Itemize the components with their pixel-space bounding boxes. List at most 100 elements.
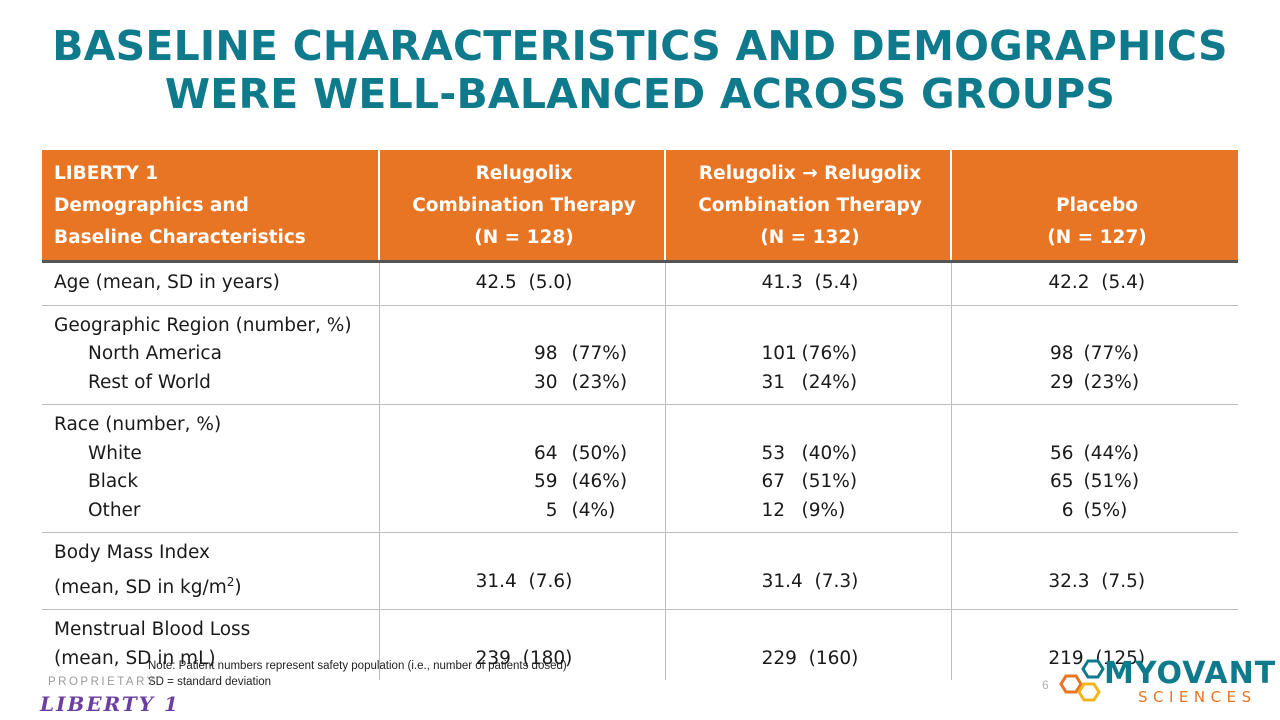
count-text: 6 <box>1061 499 1074 521</box>
hexagon-yellow-icon <box>1077 682 1101 702</box>
row-label-text: Race (number, %) <box>54 414 222 435</box>
header-text: Combination Therapy <box>698 195 922 216</box>
row-sublabel: Rest of World <box>88 371 211 393</box>
baseline-table: LIBERTY 1 Demographics and Baseline Char… <box>42 150 1238 681</box>
table-row-bmi: Body Mass Index (mean, SD in kg/m2) 31.4… <box>42 532 1238 611</box>
cell-value: 31.4 (7.6) <box>378 532 665 611</box>
header-text: Demographics and <box>54 195 249 216</box>
header-relugolix-ct: Relugolix Combination Therapy (N = 128) <box>378 150 665 262</box>
row-label: Body Mass Index (mean, SD in kg/m2) <box>42 532 379 611</box>
header-text: Baseline Characteristics <box>54 227 306 248</box>
percent-text: (51%) <box>1083 471 1140 492</box>
cell-value: 101 (76%) 31 (24%) <box>664 305 951 405</box>
table-row-region: Geographic Region (number, %) North Amer… <box>42 305 1238 405</box>
cell-value: 98 (77%) 29 (23%) <box>950 305 1238 405</box>
label-part: (mean, SD in kg/m <box>54 576 227 598</box>
percent-text: (76%) <box>801 343 858 364</box>
value-text: 219 (125) <box>1048 647 1146 669</box>
value-text: 42.2 (5.4) <box>1048 272 1146 293</box>
row-label-text: Geographic Region (number, %) <box>54 314 352 336</box>
cell-value: 56 (44%) 65 (51%) 6 (5%) <box>950 404 1238 533</box>
cell-value: 98 (77%) 30 (23%) <box>378 305 665 405</box>
count-text: 5 <box>545 499 558 521</box>
row-sublabel: White <box>88 442 142 464</box>
count-text: 12 <box>761 499 786 521</box>
count-text: 53 <box>761 442 786 464</box>
row-label: Menstrual Blood Loss (mean, SD in mL) <box>42 610 379 681</box>
myovant-logo-subtext: SCIENCES <box>1138 688 1257 706</box>
percent-text: (5%) <box>1083 499 1128 521</box>
row-sublabel: North America <box>88 343 222 364</box>
count-text: 101 <box>761 343 797 364</box>
value-text: 41.3 (5.4) <box>761 272 859 293</box>
header-text: Placebo <box>1056 195 1138 216</box>
row-label-text: Body Mass Index <box>54 542 210 563</box>
label-part: ) <box>234 576 242 598</box>
percent-text: (23%) <box>571 371 628 393</box>
percent-text: (24%) <box>801 371 858 393</box>
table-row-race: Race (number, %) White Black Other 64 (50… <box>42 404 1238 533</box>
percent-text: (77%) <box>1083 343 1140 364</box>
percent-text: (44%) <box>1083 442 1140 464</box>
count-text: 30 <box>533 371 558 393</box>
value-text: 229 (160) <box>761 647 859 669</box>
header-text: Relugolix <box>475 163 573 184</box>
count-text: 65 <box>1049 471 1074 492</box>
row-label: Age (mean, SD in years) <box>42 261 379 306</box>
cell-value: 42.5 (5.0) <box>378 261 665 306</box>
value-text: 31.4 (7.3) <box>761 570 859 592</box>
myovant-logo-text: MYOVANT <box>1104 656 1277 691</box>
count-text: 64 <box>533 442 558 464</box>
slide-title-line1: BASELINE CHARACTERISTICS AND DEMOGRAPHIC… <box>52 22 1228 70</box>
header-characteristics: LIBERTY 1 Demographics and Baseline Char… <box>42 150 379 262</box>
row-sublabel: Black <box>88 471 139 492</box>
header-text: Relugolix → Relugolix <box>698 163 922 184</box>
count-text: 31 <box>761 371 786 393</box>
footnote: Note: Patient numbers represent safety p… <box>148 658 567 690</box>
row-label: Race (number, %) White Black Other <box>42 404 379 533</box>
cell-value: 219 (125) <box>950 609 1238 681</box>
value-text: 31.4 (7.6) <box>475 570 573 592</box>
header-text: Combination Therapy <box>412 195 636 216</box>
cell-value: 32.3 (7.5) <box>950 532 1238 611</box>
footnote-line: SD = standard deviation <box>148 676 272 688</box>
row-label-text: Menstrual Blood Loss <box>54 619 251 641</box>
percent-text: (77%) <box>571 343 628 364</box>
cell-value: 229 (160) <box>664 609 951 681</box>
row-label: Geographic Region (number, %) North Amer… <box>42 305 379 405</box>
myovant-hexagon-icon <box>1059 659 1105 702</box>
header-placebo: Placebo (N = 127) <box>950 150 1238 262</box>
percent-text: (46%) <box>571 471 628 492</box>
percent-text: (23%) <box>1083 371 1140 393</box>
percent-text: (50%) <box>571 442 628 464</box>
slide-title: BASELINE CHARACTERISTICS AND DEMOGRAPHIC… <box>0 22 1280 118</box>
table-header-row: LIBERTY 1 Demographics and Baseline Char… <box>42 150 1238 262</box>
count-text: 29 <box>1049 371 1074 393</box>
count-text: 67 <box>761 471 786 492</box>
count-text: 59 <box>533 471 558 492</box>
percent-text: (9%) <box>801 499 846 521</box>
value-text: 32.3 (7.5) <box>1048 570 1146 592</box>
cell-value: 31.4 (7.3) <box>664 532 951 611</box>
percent-text: (40%) <box>801 442 858 464</box>
percent-text: (51%) <box>801 471 858 492</box>
proprietary-label: PROPRIETARY <box>48 676 157 688</box>
hexagon-teal-icon <box>1081 659 1105 679</box>
cell-value: 41.3 (5.4) <box>664 261 951 306</box>
value-text: 42.5 (5.0) <box>475 272 573 293</box>
header-text: (N = 132) <box>760 227 860 248</box>
table-row-mbl: Menstrual Blood Loss (mean, SD in mL) 23… <box>42 609 1238 681</box>
cell-value: 53 (40%) 67 (51%) 12 (9%) <box>664 404 951 533</box>
header-text: (N = 127) <box>1047 227 1147 248</box>
value-text: 239 (180) <box>475 647 573 669</box>
page-number: 6 <box>1042 678 1049 692</box>
cell-value: 64 (50%) 59 (46%) 5 (4%) <box>378 404 665 533</box>
row-label-text: (mean, SD in kg/m2) <box>54 568 371 603</box>
header-text: LIBERTY 1 <box>54 163 159 184</box>
table-row-age: Age (mean, SD in years) 42.5 (5.0) 41.3 … <box>42 261 1238 306</box>
header-relugolix-to-relugolix-ct: Relugolix → Relugolix Combination Therap… <box>664 150 951 262</box>
slide-title-line2: WERE WELL-BALANCED ACROSS GROUPS <box>164 70 1116 118</box>
liberty-logo: LIBERTY 1 <box>40 692 180 716</box>
row-label-text: (mean, SD in mL) <box>54 647 216 669</box>
cell-value: 239 (180) <box>378 609 665 681</box>
